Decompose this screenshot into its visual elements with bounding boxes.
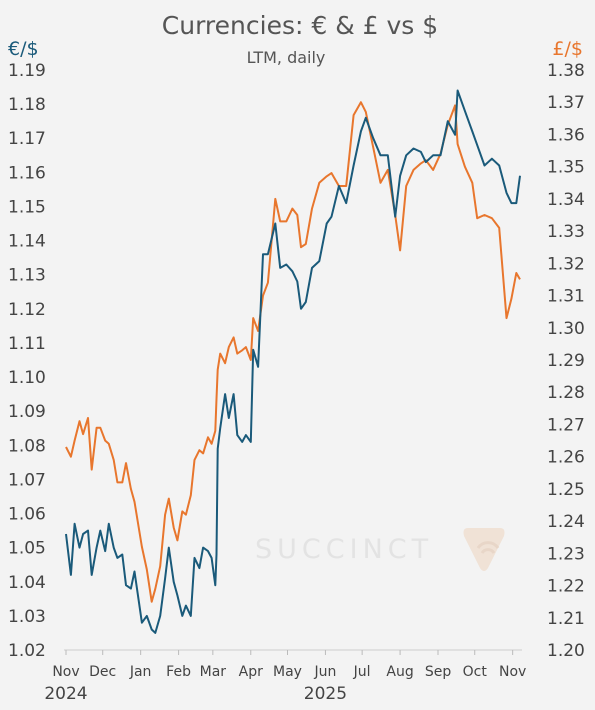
right-axis-unit: £/$	[552, 38, 583, 60]
x-tick-label: Nov	[499, 664, 526, 680]
eur-usd-line	[65, 89, 521, 634]
left-tick-label: 1.15	[8, 197, 46, 217]
x-tick-label: Jul	[353, 664, 371, 680]
right-tick-label: 1.37	[547, 93, 585, 113]
right-tick-label: 1.21	[547, 609, 585, 629]
right-tick-label: 1.30	[547, 319, 585, 339]
left-tick-label: 1.07	[8, 470, 46, 490]
right-axis: 1.38 1.37 1.36 1.35 1.34 1.33 1.32 1.31 1.30 1.29…	[547, 61, 585, 661]
left-tick-label: 1.02	[8, 641, 46, 661]
left-tick-label: 1.09	[8, 402, 46, 422]
right-tick-label: 1.22	[547, 577, 585, 597]
left-tick-label: 1.10	[8, 368, 46, 388]
left-tick-label: 1.06	[8, 505, 46, 525]
x-tick-label: Apr	[239, 664, 263, 680]
watermark-text: SUCCINCT	[255, 534, 433, 565]
right-tick-label: 1.33	[547, 222, 585, 242]
right-tick-label: 1.25	[547, 480, 585, 500]
right-tick-label: 1.32	[547, 254, 585, 274]
left-tick-label: 1.05	[8, 539, 46, 559]
right-tick-label: 1.35	[547, 158, 585, 178]
x-tick-label: Jun	[313, 664, 336, 680]
right-tick-label: 1.23	[547, 544, 585, 564]
left-tick-label: 1.12	[8, 300, 46, 320]
right-tick-label: 1.36	[547, 125, 585, 145]
left-tick-label: 1.18	[8, 95, 46, 115]
series-layer	[65, 89, 521, 634]
succinct-logo-icon	[463, 528, 505, 571]
chart-subtitle: LTM, daily	[247, 48, 326, 67]
gbp-usd-line	[65, 101, 521, 603]
left-tick-label: 1.03	[8, 607, 46, 627]
x-year-label: 2024	[44, 684, 87, 704]
left-axis-unit: €/$	[8, 38, 39, 60]
left-tick-label: 1.08	[8, 436, 46, 456]
x-axis: Nov Dec Jan Feb Mar Apr May Jun Jul Aug Sep Oct Nov 2…	[44, 650, 526, 704]
right-tick-label: 1.31	[547, 287, 585, 307]
x-tick-label: Aug	[386, 664, 413, 680]
right-tick-label: 1.24	[547, 512, 585, 532]
x-tick-label: Nov	[52, 664, 79, 680]
x-tick-label: May	[273, 664, 302, 680]
x-tick-label: Dec	[89, 664, 116, 680]
left-tick-label: 1.11	[8, 334, 46, 354]
left-tick-label: 1.16	[8, 163, 46, 183]
right-tick-label: 1.20	[547, 641, 585, 661]
x-tick-label: Jan	[129, 664, 152, 680]
watermark: SUCCINCT	[255, 528, 505, 571]
left-tick-label: 1.19	[8, 61, 46, 81]
left-tick-label: 1.04	[8, 573, 46, 593]
right-tick-label: 1.38	[547, 61, 585, 81]
left-tick-label: 1.13	[8, 266, 46, 286]
x-tick-label: Mar	[200, 664, 227, 680]
left-tick-label: 1.17	[8, 129, 46, 149]
right-tick-label: 1.28	[547, 383, 585, 403]
x-tick-label: Feb	[166, 664, 191, 680]
x-tick-label: Sep	[425, 664, 452, 680]
left-tick-label: 1.14	[8, 232, 46, 252]
right-tick-label: 1.26	[547, 448, 585, 468]
right-tick-label: 1.29	[547, 351, 585, 371]
right-tick-label: 1.34	[547, 190, 585, 210]
right-tick-label: 1.27	[547, 415, 585, 435]
x-tick-label: Oct	[463, 664, 488, 680]
left-axis: 1.19 1.18 1.17 1.16 1.15 1.14 1.13 1.12 1.11 1.10…	[8, 61, 46, 661]
chart-title: Currencies: € & £ vs $	[162, 11, 438, 40]
x-year-label: 2025	[304, 684, 347, 704]
